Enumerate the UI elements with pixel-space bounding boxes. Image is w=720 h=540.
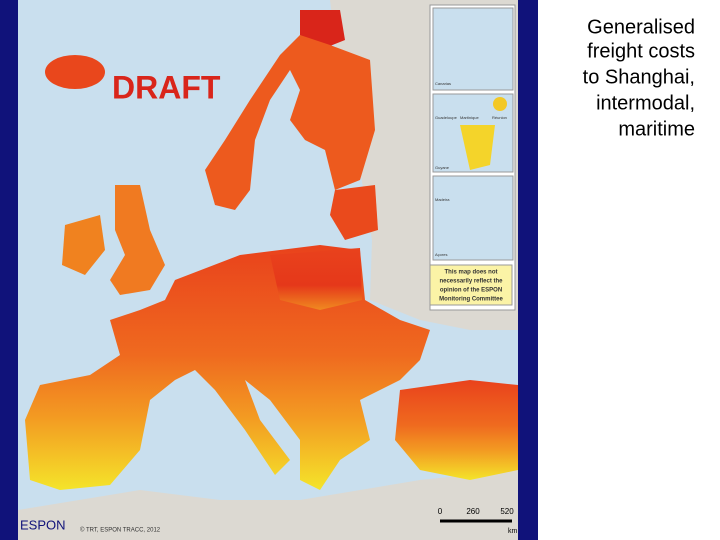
inset-label: Canarias xyxy=(435,81,451,86)
inset-label: Açores xyxy=(435,252,447,257)
draft-label: DRAFT xyxy=(112,69,221,105)
logo: ESPON xyxy=(20,517,66,532)
inset-label: Madeira xyxy=(435,197,450,202)
inset-label: Guadeloupe xyxy=(435,115,458,120)
inset-label: Guyane xyxy=(435,165,450,170)
ireland xyxy=(62,215,105,275)
scale-tick: 0 xyxy=(438,507,443,516)
note-line: Monitoring Committee xyxy=(439,297,503,303)
baltics xyxy=(330,185,378,240)
guyane-shape xyxy=(460,125,495,170)
right-bar xyxy=(518,0,538,540)
reunion-shape xyxy=(493,97,507,111)
map xyxy=(18,0,518,540)
scale-unit: km xyxy=(508,528,518,535)
inset-frame xyxy=(432,175,514,261)
poland xyxy=(270,248,362,310)
scale-tick: 520 xyxy=(500,507,514,516)
scale-tick: 260 xyxy=(466,507,480,516)
note-line: This map does not xyxy=(444,270,497,276)
africa xyxy=(18,470,518,540)
inset-label: Martinique xyxy=(460,115,479,120)
note-line: opinion of the ESPON xyxy=(440,288,502,294)
great-britain xyxy=(110,185,165,295)
left-bar xyxy=(0,0,18,540)
turkey xyxy=(395,380,518,480)
title-line: freight costs xyxy=(587,40,695,62)
credit: © TRT, ESPON TRACC, 2012 xyxy=(80,527,161,534)
note-line: necessarily reflect the xyxy=(439,279,503,285)
scandinavia xyxy=(205,35,375,210)
title-line: intermodal, xyxy=(596,92,695,114)
title-line: to Shanghai, xyxy=(583,66,695,88)
inset-label: Réunion xyxy=(492,115,507,120)
iceland xyxy=(45,55,105,89)
title-line: maritime xyxy=(618,118,695,140)
inset-frame xyxy=(432,7,514,91)
note-box xyxy=(429,264,513,306)
title-line: Generalised xyxy=(587,16,695,38)
